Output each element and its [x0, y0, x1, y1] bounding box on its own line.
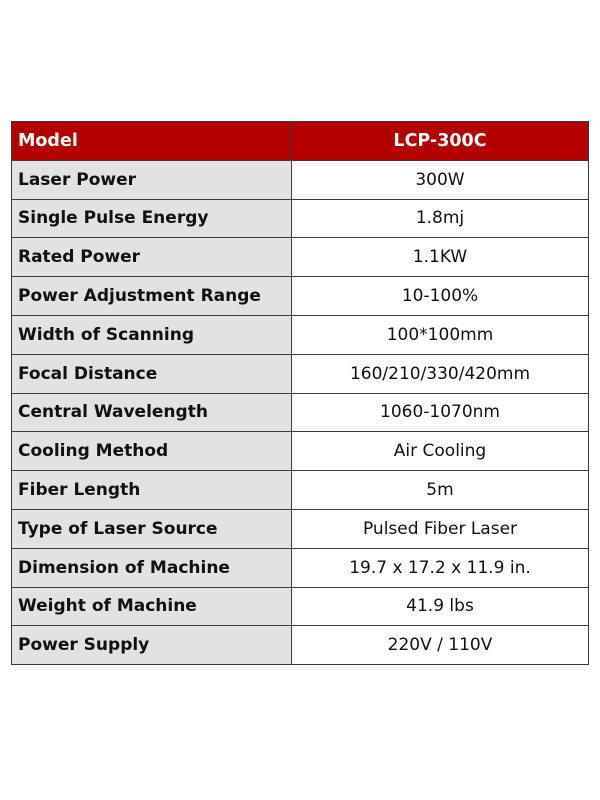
spec-value: 160/210/330/420mm [291, 353, 589, 394]
spec-label: Dimension of Machine [11, 547, 292, 588]
table-header-row: Model LCP-300C [11, 121, 589, 161]
spec-value: 10-100% [291, 276, 589, 316]
spec-value: 41.9 lbs [291, 586, 589, 627]
spec-label: Weight of Machine [11, 586, 292, 627]
spec-value: 1.1KW [291, 237, 589, 278]
spec-value: 19.7 x 17.2 x 11.9 in. [291, 547, 589, 588]
table-row: Type of Laser Source Pulsed Fiber Laser [11, 508, 589, 549]
spec-label: Width of Scanning [11, 314, 292, 355]
header-model-value: LCP-300C [291, 121, 589, 161]
spec-label: Fiber Length [11, 470, 292, 510]
table-row: Laser Power 300W [11, 159, 589, 200]
spec-value: 1.8mj [291, 198, 589, 239]
spec-value: 300W [291, 159, 589, 200]
table-row: Power Adjustment Range 10-100% [11, 276, 589, 316]
spec-value: 1060-1070nm [291, 392, 589, 433]
spec-table: Model LCP-300C Laser Power 300W Single P… [11, 121, 589, 666]
table-row: Width of Scanning 100*100mm [11, 314, 589, 355]
table-row: Fiber Length 5m [11, 470, 589, 510]
table-row: Rated Power 1.1KW [11, 237, 589, 278]
spec-label: Laser Power [11, 159, 292, 200]
spec-label: Cooling Method [11, 431, 292, 472]
spec-value: Air Cooling [291, 431, 589, 472]
spec-value: Pulsed Fiber Laser [291, 508, 589, 549]
table-row: Cooling Method Air Cooling [11, 431, 589, 472]
spec-value: 220V / 110V [291, 625, 589, 666]
header-label: Model [11, 121, 292, 161]
spec-label: Type of Laser Source [11, 508, 292, 549]
spec-label: Single Pulse Energy [11, 198, 292, 239]
table-row: Central Wavelength 1060-1070nm [11, 392, 589, 433]
spec-label: Rated Power [11, 237, 292, 278]
table-row: Dimension of Machine 19.7 x 17.2 x 11.9 … [11, 547, 589, 588]
spec-label: Power Adjustment Range [11, 276, 292, 316]
table-row: Power Supply 220V / 110V [11, 625, 589, 666]
table-row: Focal Distance 160/210/330/420mm [11, 353, 589, 394]
table-row: Single Pulse Energy 1.8mj [11, 198, 589, 239]
spec-label: Focal Distance [11, 353, 292, 394]
spec-value: 5m [291, 470, 589, 510]
spec-label: Power Supply [11, 625, 292, 666]
table-row: Weight of Machine 41.9 lbs [11, 586, 589, 627]
spec-label: Central Wavelength [11, 392, 292, 433]
spec-value: 100*100mm [291, 314, 589, 355]
